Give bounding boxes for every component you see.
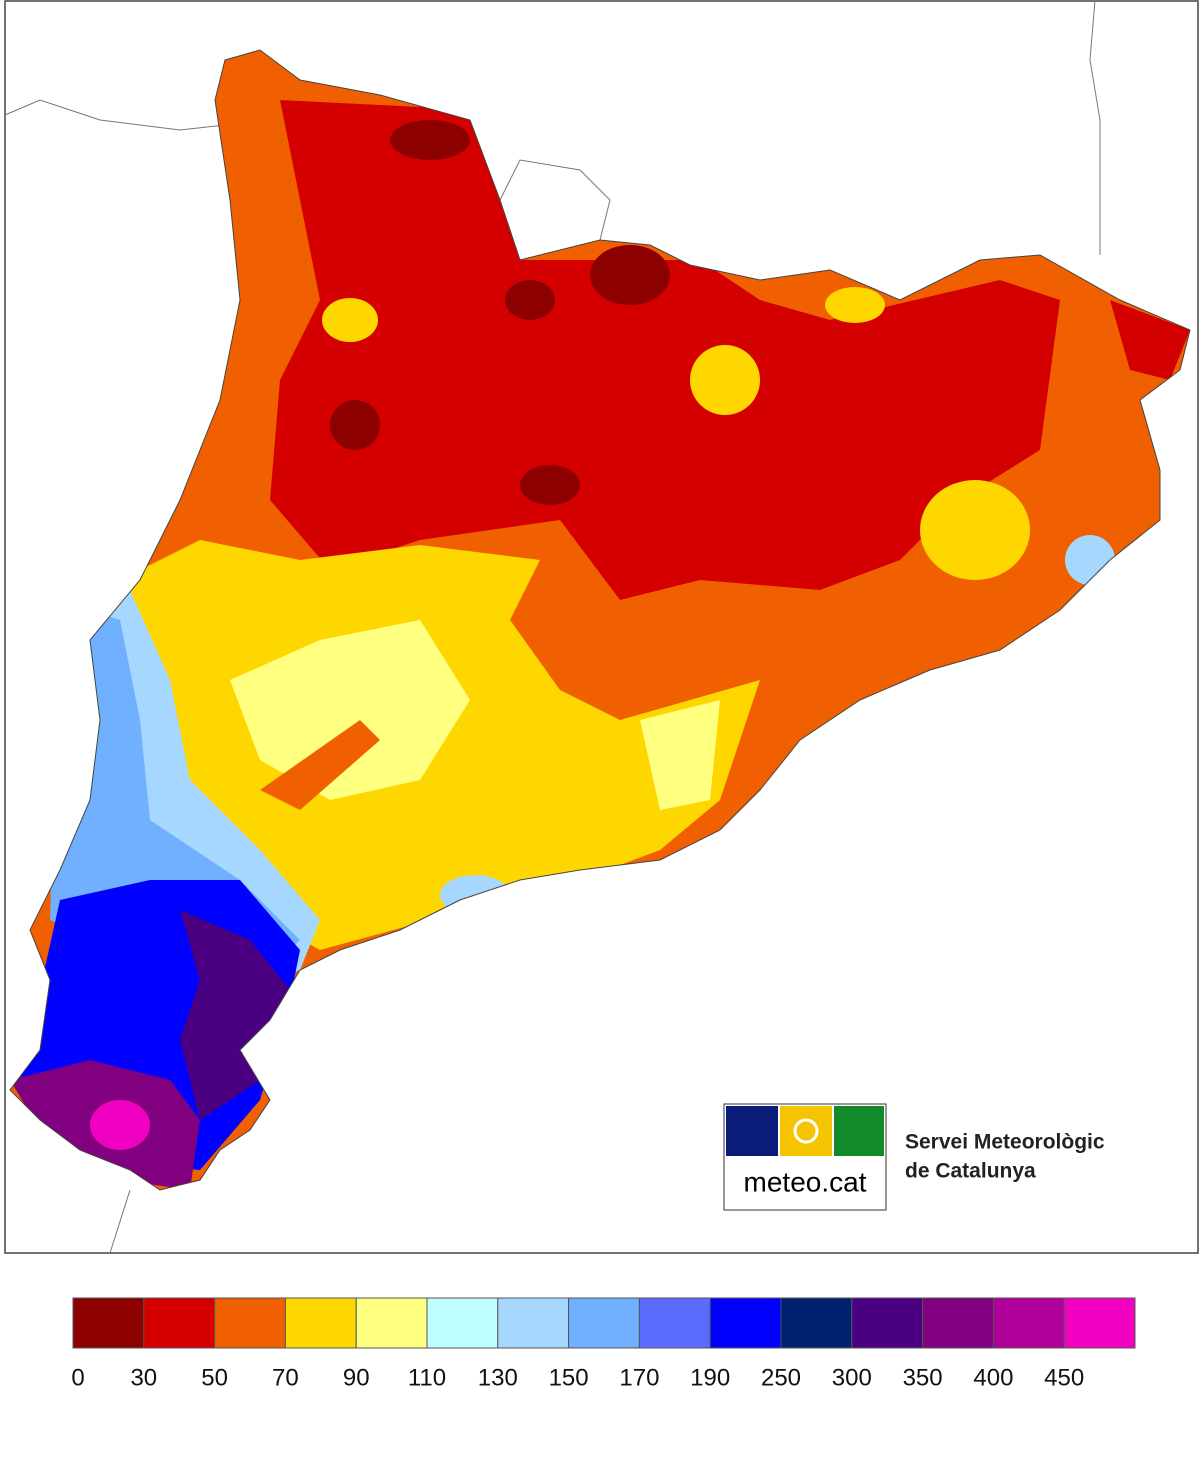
legend-swatch — [568, 1297, 640, 1349]
logo-tile — [726, 1106, 778, 1156]
legend-swatch — [780, 1297, 853, 1349]
legend-swatch — [284, 1297, 357, 1349]
legend-label: 30 — [130, 1364, 157, 1391]
legend-label: 400 — [973, 1364, 1013, 1391]
logo-tile — [780, 1106, 832, 1156]
legend-label: 170 — [619, 1364, 659, 1391]
agency-name: Servei Meteorològic — [905, 1131, 1105, 1154]
legend-label: 130 — [478, 1364, 518, 1391]
legend-swatch — [72, 1297, 145, 1349]
legend-swatch — [851, 1297, 924, 1349]
logo-text: meteo.cat — [744, 1166, 867, 1197]
legend-label: 70 — [272, 1364, 299, 1391]
legend-label: 150 — [549, 1364, 589, 1391]
logo: meteo.cat — [723, 1103, 887, 1211]
legend-swatch — [709, 1297, 782, 1349]
legend-swatch — [1063, 1297, 1136, 1349]
legend-swatch — [638, 1297, 711, 1349]
legend-label: 50 — [201, 1364, 228, 1391]
legend: 0 30 50 70 90 110 130 150 170 190 250 300 350 400 450 — [71, 1297, 1136, 1391]
legend-swatch — [992, 1297, 1065, 1349]
legend-label: 250 — [761, 1364, 801, 1391]
legend-swatch — [214, 1297, 286, 1349]
legend-swatch — [355, 1297, 428, 1349]
legend-label: 90 — [343, 1364, 370, 1391]
sun-icon — [793, 1118, 819, 1144]
legend-label: 300 — [832, 1364, 872, 1391]
legend-swatch — [922, 1297, 994, 1349]
legend-label: 450 — [1044, 1364, 1084, 1391]
legend-swatch — [497, 1297, 570, 1349]
legend-label: 190 — [690, 1364, 730, 1391]
borders — [4, 0, 1101, 1254]
legend-label: 350 — [903, 1364, 943, 1391]
logo-tile — [834, 1106, 884, 1156]
legend-label: 110 — [408, 1364, 446, 1391]
legend-label: 0 — [71, 1364, 84, 1391]
agency-name: de Catalunya — [905, 1160, 1036, 1183]
legend-swatch — [426, 1297, 499, 1349]
legend-swatch — [143, 1297, 216, 1349]
